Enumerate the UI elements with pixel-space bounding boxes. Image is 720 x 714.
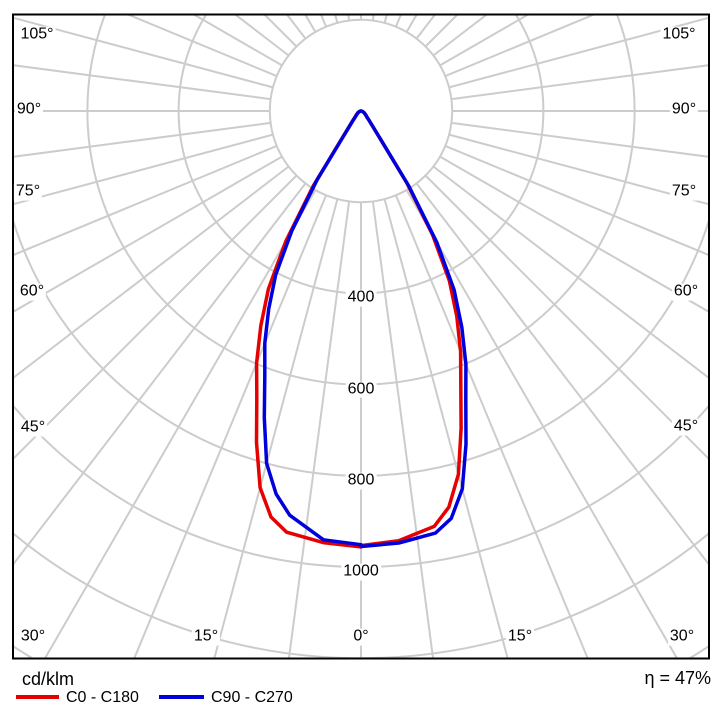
angle-label: 45° — [671, 417, 701, 436]
plot-border — [12, 13, 710, 660]
angle-label: 0° — [351, 627, 371, 646]
grid-spoke-52.5 — [432, 165, 708, 379]
grid-spoke-172.5 — [371, 15, 375, 21]
grid-spoke-37.5 — [415, 182, 708, 565]
angle-label: 75° — [669, 182, 699, 201]
grid-spoke-22.5 — [394, 194, 589, 658]
intensity-curves — [254, 109, 468, 549]
grid-spoke-255 — [14, 16, 274, 89]
grid-spoke-352.5 — [287, 201, 351, 658]
legend-label-c90-c270: C90 - C270 — [211, 689, 293, 706]
legend-swatch-c0-c180 — [16, 695, 59, 699]
grid-spoke-7.5 — [371, 201, 435, 658]
grid-spoke-262.5 — [14, 64, 271, 101]
grid-spoke-330 — [44, 189, 317, 658]
legend-swatch-c90-c270 — [159, 695, 204, 699]
grid-spoke-105 — [448, 16, 708, 89]
ring-value-label: 600 — [345, 380, 377, 398]
grid-spoke-315 — [14, 174, 298, 460]
units-label: cd/klm — [22, 669, 75, 689]
curve-c90-c270 — [262, 109, 468, 549]
grid-spoke-15 — [383, 198, 509, 658]
grid-spoke-345 — [213, 198, 339, 658]
angle-label: 105° — [18, 25, 56, 44]
grid-spoke-195 — [334, 15, 339, 24]
grid-spoke-82.5 — [451, 121, 708, 158]
angle-label: 45° — [18, 418, 48, 437]
ring-value-label: 1000 — [341, 562, 381, 581]
grid-spoke-97.5 — [451, 64, 708, 101]
angle-label: 15° — [191, 627, 221, 646]
angle-label: 90° — [14, 100, 44, 119]
grid-spoke-75 — [448, 133, 708, 206]
ring-value-label: 400 — [345, 288, 377, 307]
angle-label: 30° — [667, 627, 697, 646]
grid-spoke-307.5 — [14, 165, 290, 379]
angle-label: 60° — [671, 282, 701, 301]
grid-spoke-292.5 — [14, 144, 278, 256]
angle-label: 105° — [660, 25, 698, 44]
angle-label: 75° — [13, 182, 43, 201]
ring-value-label: 800 — [345, 471, 377, 490]
angle-label: 90° — [669, 100, 699, 119]
grid-spoke-45 — [424, 174, 708, 460]
grid-spoke-277.5 — [14, 121, 271, 158]
angle-label: 60° — [17, 282, 47, 301]
grid-spoke-157.5 — [394, 15, 402, 28]
grid-spoke-300 — [14, 155, 283, 313]
grid-spoke-67.5 — [444, 144, 708, 256]
grid-spoke-247.5 — [127, 15, 278, 78]
legend-label-c0-c180: C0 - C180 — [66, 689, 139, 706]
grid-spoke-187.5 — [347, 15, 351, 21]
grid-spoke-337.5 — [133, 194, 328, 658]
grid-spoke-112.5 — [444, 15, 595, 78]
grid-spoke-202.5 — [320, 15, 328, 28]
grid-spoke-322.5 — [14, 182, 307, 565]
angle-label: 15° — [505, 627, 535, 646]
angle-label: 30° — [18, 627, 48, 646]
grid-spoke-285 — [14, 133, 274, 206]
grid-spoke-30 — [405, 189, 678, 658]
grid-spoke-165 — [383, 15, 388, 24]
grid-spoke-60 — [439, 155, 708, 313]
light-output-ratio-value: η = 47% — [644, 668, 711, 688]
